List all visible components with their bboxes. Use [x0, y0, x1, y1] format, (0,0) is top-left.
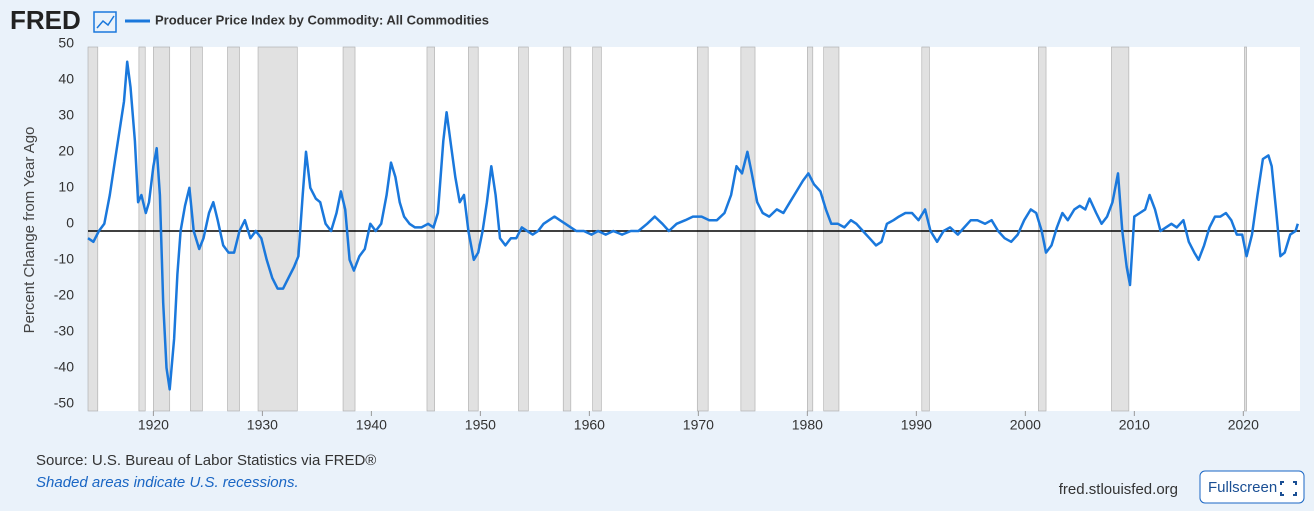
recession-band	[807, 46, 814, 412]
note: Shaded areas indicate U.S. recessions.	[36, 474, 299, 491]
y-tick-label: -20	[54, 287, 74, 303]
x-tick-label: 2000	[1010, 417, 1041, 433]
x-tick-label: 1950	[465, 417, 496, 433]
recession-band	[257, 46, 298, 412]
fullscreen-button[interactable]	[1199, 470, 1305, 504]
recession-band	[1111, 46, 1130, 412]
y-tick-label: 20	[58, 143, 74, 159]
site: fred.stlouisfed.org	[1059, 481, 1178, 498]
y-tick-label: 30	[58, 107, 74, 123]
x-tick-label: 1990	[901, 417, 932, 433]
recession-band	[1244, 46, 1247, 412]
recession-band	[190, 46, 203, 412]
source: Source: U.S. Bureau of Labor Statistics …	[36, 452, 376, 469]
x-tick-label: 1980	[792, 417, 823, 433]
x-tick-label: 1970	[683, 417, 714, 433]
recession-band	[426, 46, 435, 412]
x-tick-label: 1960	[574, 417, 605, 433]
y-tick-label: 40	[58, 71, 74, 87]
recession-band	[592, 46, 602, 412]
recession-band	[87, 46, 99, 412]
series-line	[87, 60, 1299, 391]
y-tick-label: -40	[54, 359, 74, 375]
recession-band	[227, 46, 240, 412]
fullscreen-label[interactable]: Fullscreen	[1208, 479, 1277, 496]
y-tick-label: -30	[54, 323, 74, 339]
recession-band	[138, 46, 146, 412]
legend-label: Producer Price Index by Commodity: All C…	[155, 12, 489, 27]
x-tick-label: 2020	[1228, 417, 1259, 433]
logo: FRED	[10, 5, 81, 35]
recession-band	[740, 46, 756, 412]
y-tick-label: 10	[58, 179, 74, 195]
recession-band	[342, 46, 356, 412]
fullscreen-icon[interactable]	[1280, 481, 1297, 496]
x-tick-label: 1920	[138, 417, 169, 433]
x-tick-label: 1940	[356, 417, 387, 433]
y-tick-label: 0	[66, 215, 74, 231]
recession-band	[823, 46, 840, 412]
recession-band	[921, 46, 930, 412]
recession-band	[468, 46, 479, 412]
x-tick-label: 1930	[247, 417, 278, 433]
logo-icon-line	[96, 15, 115, 29]
logo-icon	[93, 11, 117, 33]
y-axis-label: Percent Change from Year Ago	[21, 127, 38, 334]
recession-band	[696, 46, 709, 412]
x-tick-label: 2010	[1119, 417, 1150, 433]
y-tick-label: 50	[58, 35, 74, 51]
recession-band	[562, 46, 572, 412]
y-tick-label: -10	[54, 251, 74, 267]
y-tick-label: -50	[54, 395, 74, 411]
